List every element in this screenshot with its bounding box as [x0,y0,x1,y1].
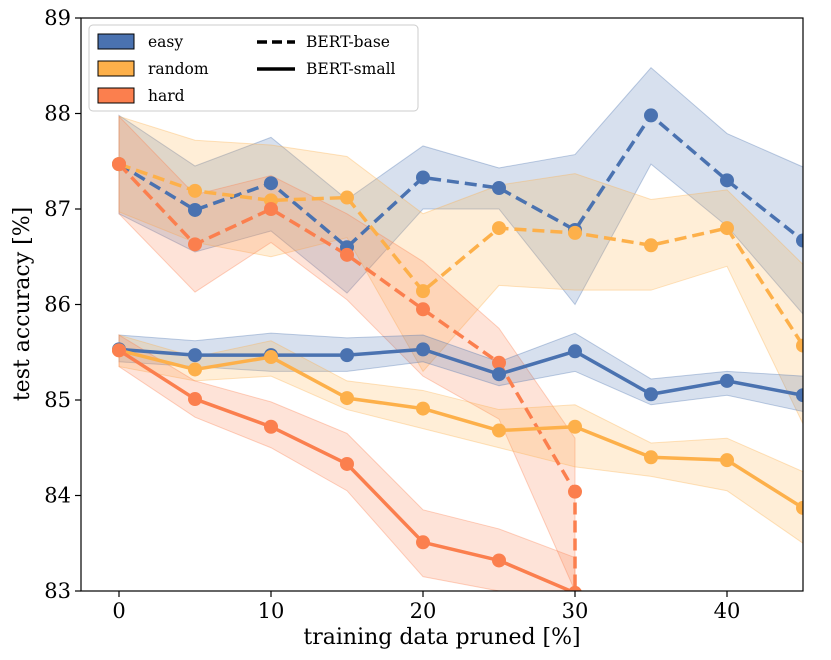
point-easy-bert-small-30 [568,344,582,359]
point-hard-bert-small-30 [568,585,582,591]
x-axis: 0 10 20 30 40 [112,591,740,623]
legend-label-bert-small: BERT-small [306,60,396,78]
legend-swatch-hard [97,87,135,104]
x-tick-label-40: 40 [714,599,741,623]
point-easy-bert-base-40 [720,173,734,188]
x-tick-label-20: 20 [410,599,437,623]
point-random-bert-small-20 [416,401,430,416]
x-tick-label-30: 30 [562,599,589,623]
point-easy-bert-base-20 [416,170,430,185]
point-hard-bert-small-20 [416,535,430,550]
point-hard-bert-base-25 [492,355,506,370]
point-random-bert-small-5 [188,362,202,377]
point-hard-bert-base-0 [112,157,126,172]
point-easy-bert-base-35 [644,108,658,123]
point-easy-bert-small-25 [492,367,506,382]
x-tick-label-10: 10 [258,599,285,623]
x-tick-label-0: 0 [112,599,125,623]
x-axis-label: training data pruned [%] [303,625,580,650]
point-random-bert-small-45 [796,500,803,515]
y-axis-label: test accuracy [%] [10,207,35,401]
legend-swatch-easy [97,33,135,50]
legend-frame [88,24,419,112]
line-random-bert-small [118,348,803,510]
point-hard-bert-base-20 [416,302,430,317]
band-easy-bert-base [118,66,803,315]
y-tick-label-89: 89 [44,6,71,30]
point-easy-bert-small-5 [188,348,202,363]
point-hard-bert-base-5 [188,237,202,252]
point-random-bert-small-40 [720,453,734,468]
point-random-bert-small-15 [340,391,354,406]
point-easy-bert-small-45 [796,388,803,403]
series-points [112,108,803,591]
legend-label-bert-base: BERT-base [306,33,390,51]
legend-label-random: random [148,60,209,78]
point-random-bert-base-15 [340,190,354,205]
point-easy-bert-base-5 [188,202,202,217]
point-random-bert-small-35 [644,450,658,465]
line-hard-bert-base [117,162,577,591]
point-random-bert-small-10 [264,350,278,365]
point-hard-bert-small-25 [492,553,506,568]
point-random-bert-base-40 [720,221,734,236]
point-easy-bert-small-35 [644,387,658,402]
y-tick-label-84: 84 [44,484,71,508]
y-tick-label-88: 88 [44,102,71,126]
y-tick-label-85: 85 [44,388,71,412]
point-random-bert-base-5 [188,183,202,198]
point-hard-bert-small-0 [112,343,126,358]
point-random-bert-small-25 [492,423,506,438]
legend-label-hard: hard [148,87,185,105]
line-easy-bert-small [118,347,803,397]
point-easy-bert-base-25 [492,180,506,195]
point-random-bert-base-25 [492,221,506,236]
point-hard-bert-small-10 [264,419,278,434]
y-axis: 83 84 85 86 87 88 89 [44,6,81,603]
band-random-bert-base [118,115,803,425]
point-random-bert-base-30 [568,225,582,240]
point-hard-bert-base-15 [340,247,354,262]
point-hard-bert-base-30 [568,484,582,499]
point-random-bert-base-35 [644,238,658,253]
point-easy-bert-base-45 [796,233,803,248]
legend-swatch-random [97,60,135,77]
point-random-bert-small-30 [568,419,582,434]
legend: easy random hard BERT-base BERT-small [88,24,419,112]
point-easy-bert-small-40 [720,373,734,388]
point-hard-bert-small-15 [340,456,354,471]
y-tick-label-83: 83 [44,579,71,603]
y-tick-label-87: 87 [44,197,71,221]
point-hard-bert-small-5 [188,392,202,407]
plot-background [81,18,803,591]
point-easy-bert-base-10 [264,176,278,191]
point-hard-bert-base-10 [264,202,278,216]
point-easy-bert-small-20 [416,342,430,357]
line-random-bert-base [118,162,803,347]
y-tick-label-86: 86 [44,293,71,317]
point-random-bert-base-20 [416,284,430,299]
band-hard-bert-base [118,115,576,591]
legend-label-easy: easy [148,33,183,51]
point-easy-bert-small-15 [340,348,354,363]
point-random-bert-base-45 [796,338,803,353]
